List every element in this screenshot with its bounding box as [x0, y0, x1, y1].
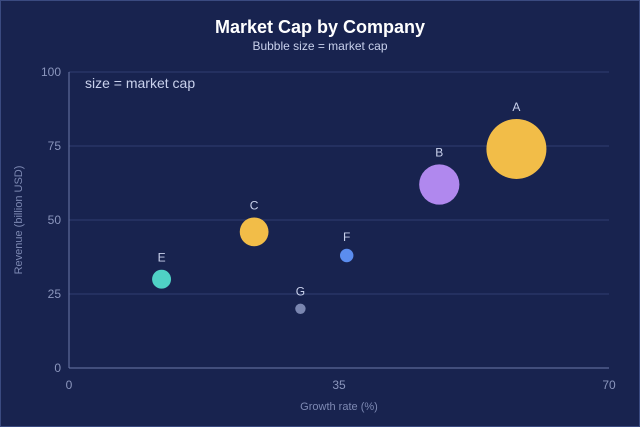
bubble-series: A B C E F G: [152, 100, 547, 314]
bubble-e: [152, 269, 172, 289]
size-annotation: size = market cap: [85, 75, 195, 91]
bubble-label-b: B: [435, 145, 443, 159]
chart-subtitle: Bubble size = market cap: [252, 39, 388, 53]
y-tick-label: 100: [41, 65, 61, 79]
y-tick-label: 0: [54, 361, 61, 375]
bubble-b: [419, 164, 460, 205]
bubble-label-g: G: [296, 285, 305, 299]
y-tick-labels: 0 25 50 75 100: [41, 65, 61, 375]
x-tick-label: 35: [332, 378, 346, 392]
bubble-label-f: F: [343, 230, 350, 244]
bubble-f: [340, 248, 354, 263]
y-tick-label: 75: [48, 139, 62, 153]
x-tick-labels: 0 35 70: [66, 378, 616, 392]
y-axis-label: Revenue (billion USD): [13, 166, 25, 275]
bubble-g: [295, 303, 306, 314]
y-tick-label: 25: [48, 287, 62, 301]
bubble-label-c: C: [250, 198, 259, 212]
grid-lines: [69, 71, 609, 295]
bubble-a: [486, 118, 547, 179]
x-axis-label: Growth rate (%): [300, 401, 378, 413]
y-tick-label: 50: [48, 213, 62, 227]
x-tick-label: 70: [602, 378, 616, 392]
bubble-label-a: A: [512, 100, 520, 114]
bubble-c: [239, 217, 269, 247]
x-tick-label: 0: [66, 378, 73, 392]
chart-title: Market Cap by Company: [214, 17, 426, 37]
bubble-label-e: E: [158, 251, 166, 265]
